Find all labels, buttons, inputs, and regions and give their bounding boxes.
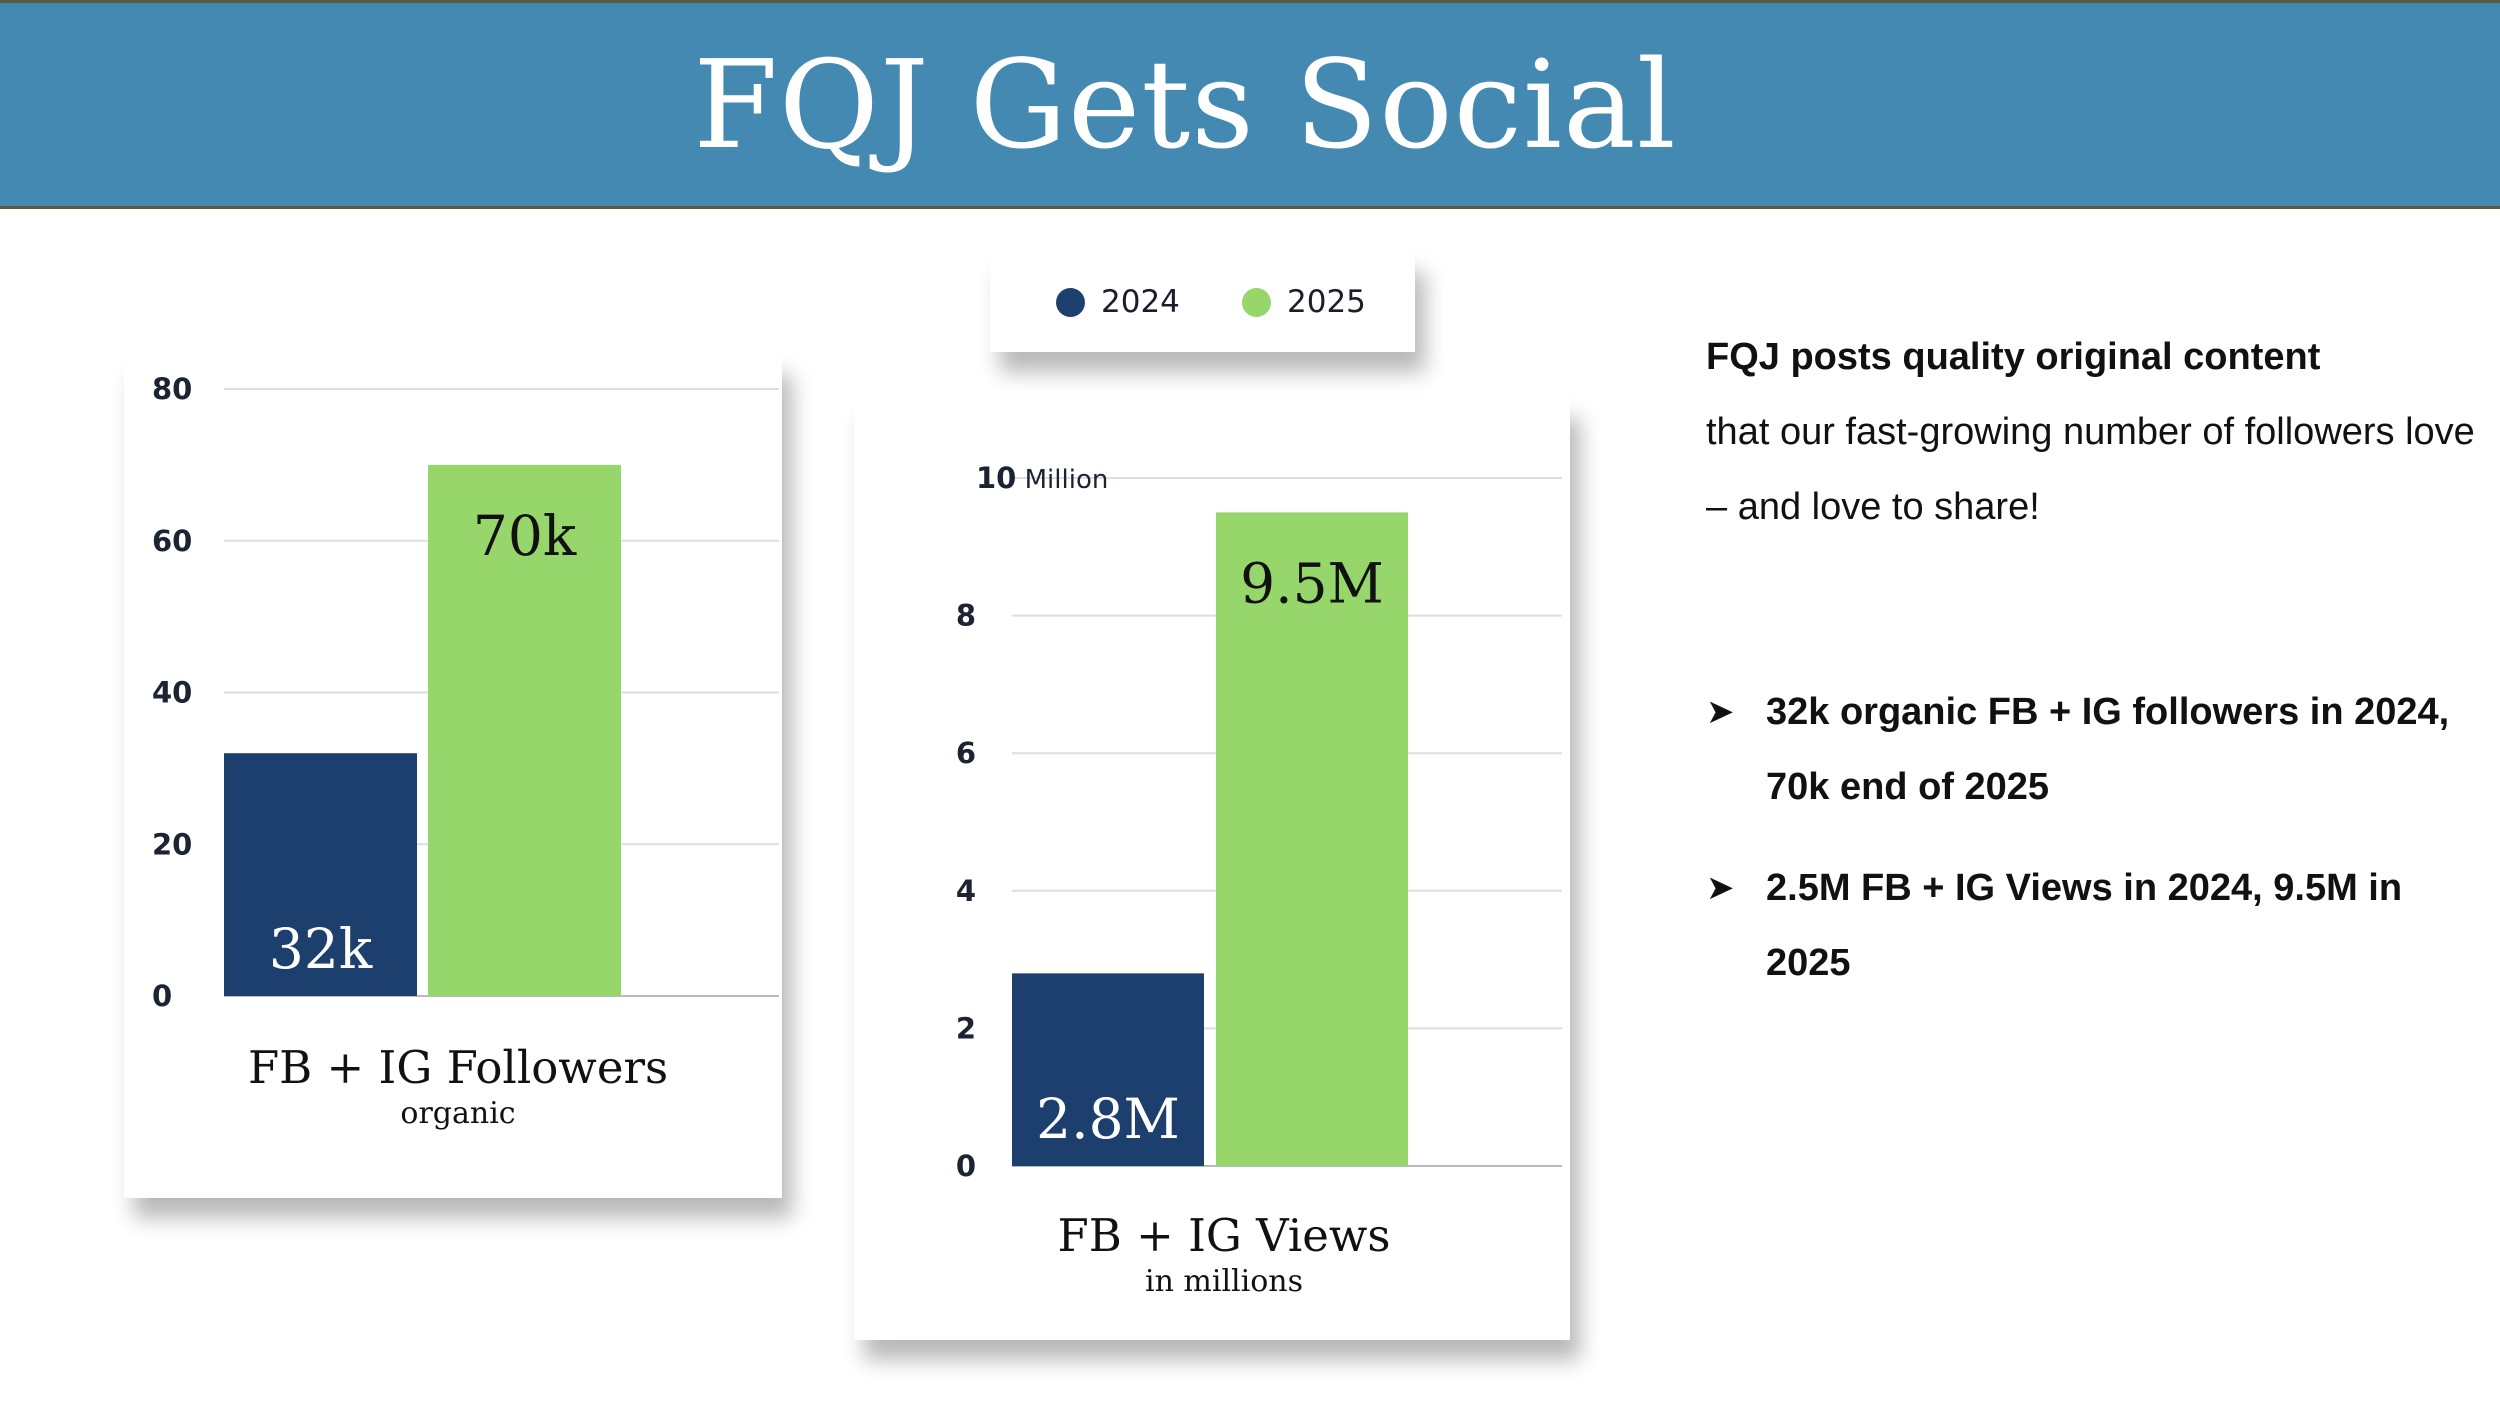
intro-lead: FQJ posts quality original content	[1706, 336, 2321, 378]
y-tick-label: 8	[956, 599, 976, 633]
intro-body: that our fast-growing number of follower…	[1706, 411, 2475, 528]
bar-2025	[1216, 512, 1408, 1166]
data-label: 2.8M	[1036, 1087, 1180, 1151]
legend-swatch-2024	[1056, 287, 1085, 317]
arrowhead-icon: ➤	[1706, 869, 1735, 907]
intro-text: FQJ posts quality original content that …	[1706, 320, 2486, 545]
bar-2024	[1012, 973, 1204, 1166]
y-tick-label: 20	[152, 827, 192, 861]
page-title: FQJ Gets Social	[693, 33, 1677, 176]
y-tick-label: 80	[152, 372, 192, 406]
bar-2025	[428, 464, 621, 996]
bullet-item: ➤ 32k organic FB + IG followers in 2024,…	[1706, 675, 2486, 825]
bar-2024	[224, 753, 417, 996]
legend-swatch-2025	[1242, 287, 1271, 317]
chart-title: FB + IG Views	[1058, 1209, 1391, 1262]
data-label: 9.5M	[1240, 551, 1384, 615]
y-tick-label: 0	[152, 979, 172, 1013]
bullet-text: 32k organic FB + IG followers in 2024, 7…	[1766, 691, 2450, 808]
bullet-item: ➤ 2.5M FB + IG Views in 2024, 9.5M in 20…	[1706, 851, 2486, 1001]
chart-subtitle: in millions	[1145, 1264, 1303, 1299]
chart-title: FB + IG Followers	[248, 1041, 668, 1094]
chart-subtitle: organic	[400, 1096, 515, 1131]
y-tick-label: 10 Million	[976, 461, 1108, 495]
y-tick-label: 40	[152, 676, 192, 710]
y-tick-label: 2	[956, 1011, 976, 1045]
y-tick-label: 4	[956, 874, 976, 908]
y-tick-label: 0	[956, 1149, 976, 1183]
legend-item-2024: 2024	[1056, 252, 1180, 352]
y-tick-label: 60	[152, 524, 192, 558]
views-chart-card: 0 2 4 6 8 10 Million 2.8M 9.5M FB + IG Views in m…	[854, 398, 1570, 1340]
arrowhead-icon: ➤	[1706, 693, 1735, 731]
followers-chart-card: 0 20 40 60 80 32k 70k FB + IG Followers organic	[124, 355, 782, 1198]
title-bar: FQJ Gets Social	[0, 0, 2500, 209]
chart-legend: 2024 2025	[990, 252, 1415, 352]
data-label: 32k	[269, 917, 373, 981]
notes-panel: FQJ posts quality original content that …	[1706, 320, 2486, 1001]
data-label: 70k	[473, 504, 577, 568]
legend-label-2024: 2024	[1101, 284, 1180, 320]
legend-item-2025: 2025	[1242, 252, 1366, 352]
legend-label-2025: 2025	[1287, 284, 1366, 320]
y-tick-label: 6	[956, 736, 976, 770]
bullet-text: 2.5M FB + IG Views in 2024, 9.5M in 2025	[1766, 867, 2403, 984]
